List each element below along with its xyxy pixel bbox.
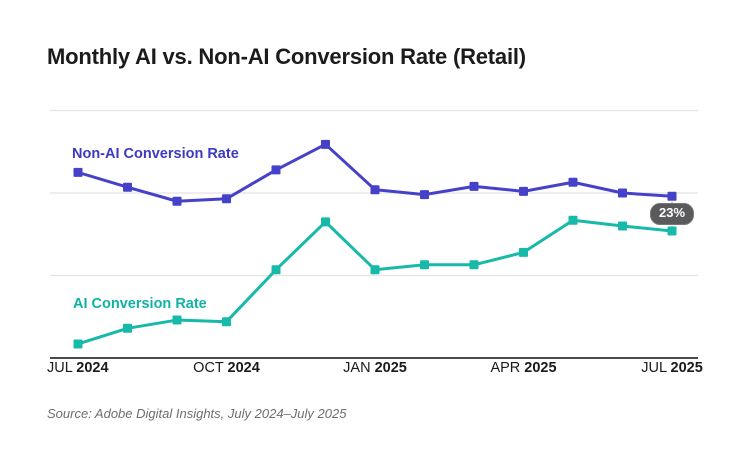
data-point-marker [370, 265, 380, 275]
data-point-marker [568, 177, 578, 187]
data-point-marker [519, 247, 528, 257]
data-point-marker [222, 317, 231, 327]
data-point-marker [420, 260, 429, 270]
x-axis-tick-label: JAN 2025 [343, 360, 407, 376]
data-point-marker [172, 315, 182, 325]
series-label-non-ai: Non-AI Conversion Rate [72, 146, 239, 162]
annotation-badge: 23% [649, 203, 695, 225]
data-point-marker [667, 226, 677, 236]
data-point-marker [222, 194, 231, 204]
data-point-marker [123, 182, 132, 192]
data-point-marker [618, 188, 627, 198]
data-point-marker [321, 217, 330, 227]
data-point-marker [123, 323, 132, 333]
x-axis-tick-label: APR 2025 [490, 360, 557, 376]
data-point-marker [618, 221, 627, 231]
data-point-marker [469, 181, 479, 191]
data-point-marker [73, 339, 83, 349]
series-label-ai: AI Conversion Rate [73, 296, 207, 312]
data-point-marker [271, 265, 281, 275]
data-point-marker [321, 139, 330, 149]
x-axis-tick-label: OCT 2024 [193, 360, 260, 376]
data-point-marker [271, 165, 281, 175]
source-note: Source: Adobe Digital Insights, July 202… [47, 406, 347, 421]
data-point-marker [519, 186, 528, 196]
series-lines [73, 139, 677, 349]
data-point-marker [420, 190, 429, 200]
data-point-marker [568, 215, 578, 225]
data-point-marker [469, 260, 479, 270]
data-point-marker [370, 185, 380, 195]
chart-title: Monthly AI vs. Non-AI Conversion Rate (R… [47, 44, 526, 69]
x-axis-tick-label: JUL 2024 [47, 360, 109, 376]
data-point-marker [172, 196, 182, 206]
x-axis-tick-label: JUL 2025 [641, 360, 703, 376]
data-point-marker [667, 191, 677, 201]
data-point-marker [73, 167, 83, 177]
